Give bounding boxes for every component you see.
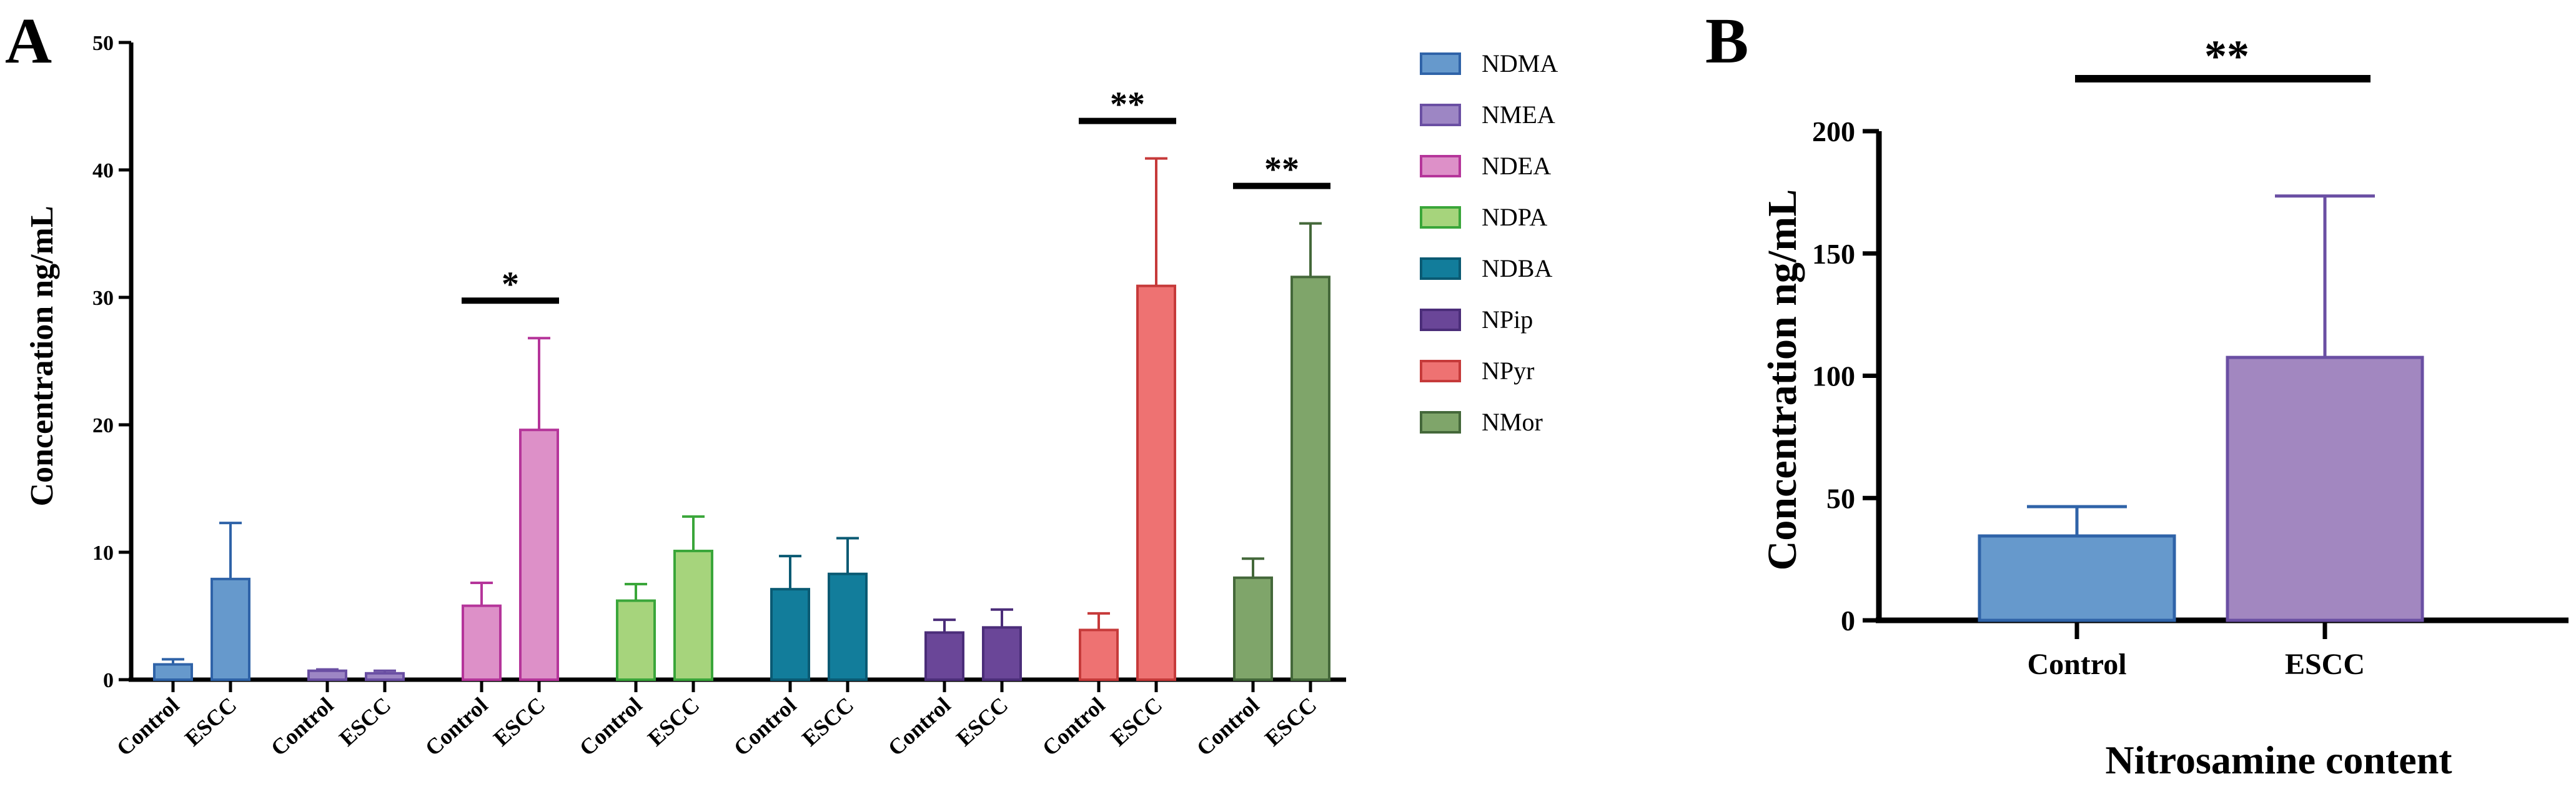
panel-b-x-tick-label: Control	[2027, 648, 2126, 681]
panel-b-bars: **	[1978, 31, 2424, 622]
bar-npip-control	[924, 631, 964, 682]
bar-ndba-control	[770, 588, 810, 681]
panel-b-label: B	[1705, 5, 1748, 77]
legend-label: NDEA	[1482, 152, 1551, 180]
panel-b-axes: 0 50 100 150 200 Control ESCC	[1812, 116, 2569, 681]
panel-b-ylabel: Concentration ng/mL	[1760, 189, 1805, 571]
significance-marker: *	[502, 265, 519, 304]
series-ndea: *	[462, 265, 559, 681]
bar-ndba-escc	[828, 572, 868, 681]
legend-item-ndea: NDEA	[1420, 152, 1551, 180]
panel-a-x-tick-label: ESCC	[488, 692, 550, 751]
legend-item-ndba: NDBA	[1420, 254, 1552, 282]
panel-a-x-tick-label: ESCC	[1260, 692, 1321, 751]
legend-swatch	[1420, 309, 1461, 331]
bar-ndea-control	[462, 604, 502, 681]
bar-nmea-control	[307, 669, 347, 681]
panel-a-legend: NDMA NMEA NDEA NDPA NDBA NPip NPyr NMor	[1420, 49, 1558, 436]
panel-a-y-tick-label: 50	[92, 32, 114, 55]
legend-item-npyr: NPyr	[1420, 357, 1534, 385]
series-ndma	[153, 522, 250, 682]
bar-nmor-control	[1233, 576, 1273, 681]
significance-marker: **	[1264, 151, 1299, 189]
legend-swatch	[1420, 155, 1461, 177]
legend-swatch	[1420, 257, 1461, 280]
panel-a-y-tick-label: 0	[103, 669, 114, 692]
legend-label: NMEA	[1482, 101, 1555, 129]
legend-item-nmor: NMor	[1420, 408, 1543, 436]
panel-a-label: A	[5, 5, 52, 77]
series-ndba	[770, 537, 868, 681]
panel-a-x-tick-label: Control	[729, 692, 801, 761]
panel-a-x-tick-label: ESCC	[334, 692, 395, 751]
legend-swatch	[1420, 52, 1461, 75]
panel-a-x-tick-label: ESCC	[797, 692, 858, 751]
legend-label: NDPA	[1482, 203, 1547, 231]
series-nmea	[307, 668, 405, 682]
panel-a-y-tick-label: 10	[92, 542, 114, 565]
legend-label: NDMA	[1482, 49, 1558, 77]
bar-group-escc	[2226, 194, 2424, 622]
legend-swatch	[1420, 360, 1461, 382]
bar-ndpa-escc	[673, 549, 713, 682]
legend-item-ndpa: NDPA	[1420, 203, 1547, 231]
bar-npip-escc	[982, 626, 1022, 681]
bar-ndma-escc	[211, 577, 250, 682]
panel-a-x-tick-label: ESCC	[180, 692, 241, 751]
series-npip	[924, 608, 1022, 682]
panel-a-y-tick-label: 30	[92, 287, 114, 310]
significance-marker: **	[1110, 86, 1145, 124]
legend-item-ndma: NDMA	[1420, 49, 1558, 77]
series-npyr: **	[1079, 86, 1176, 681]
panel-b-y-tick-label: 150	[1812, 238, 1855, 270]
legend-swatch	[1420, 206, 1461, 229]
panel-a-x-tick-label: Control	[420, 692, 492, 761]
legend-label: NPip	[1482, 305, 1533, 334]
panel-a-bars: *****	[153, 86, 1330, 682]
bar-nmea-escc	[365, 672, 405, 682]
legend-label: NMor	[1482, 408, 1543, 436]
panel-b-y-tick-label: 0	[1841, 605, 1855, 637]
panel-a-x-tick-label: Control	[1192, 692, 1264, 761]
series-nmor: **	[1233, 151, 1330, 681]
panel-a-x-tick-label: Control	[575, 692, 646, 761]
panel-b-xlabel: Nitrosamine content	[2105, 738, 2452, 782]
bar-nmor-escc	[1290, 275, 1330, 681]
significance-marker: **	[2204, 31, 2249, 81]
legend-swatch	[1420, 104, 1461, 126]
legend-swatch	[1420, 411, 1461, 434]
panel-a-x-tick-label: ESCC	[643, 692, 704, 751]
bar-ndea-escc	[519, 429, 559, 681]
series-ndpa	[616, 515, 713, 682]
panel-a-x-tick-label: ESCC	[1106, 692, 1167, 751]
legend-label: NDBA	[1482, 254, 1552, 282]
bar-npyr-control	[1079, 628, 1119, 681]
panel-a-y-tick-label: 20	[92, 414, 114, 437]
legend-item-npip: NPip	[1420, 305, 1533, 334]
bar-group-control	[1978, 505, 2176, 622]
bar-escc	[2226, 355, 2424, 622]
legend-label: NPyr	[1482, 357, 1534, 385]
panel-b-y-tick-label: 100	[1812, 360, 1855, 392]
panel-a-x-tick-label: Control	[266, 692, 338, 761]
panel-b-y-tick-label: 50	[1826, 482, 1855, 514]
bar-ndpa-control	[616, 599, 656, 682]
panel-a-ylabel: Concentration ng/mL	[24, 206, 60, 507]
bar-control	[1978, 534, 2176, 622]
panel-b-y-tick-label: 200	[1812, 116, 1855, 147]
bar-npyr-escc	[1136, 284, 1176, 681]
panel-a-y-tick-label: 40	[92, 159, 114, 182]
panel-a-x-tick-label: Control	[883, 692, 955, 761]
panel-b-x-tick-label: ESCC	[2285, 648, 2365, 681]
panel-a-x-tick-label: Control	[112, 692, 184, 761]
legend-item-nmea: NMEA	[1420, 101, 1555, 129]
panel-a-x-tick-label: ESCC	[951, 692, 1013, 751]
bar-ndma-control	[153, 663, 193, 682]
panel-a-x-tick-label: Control	[1038, 692, 1109, 761]
